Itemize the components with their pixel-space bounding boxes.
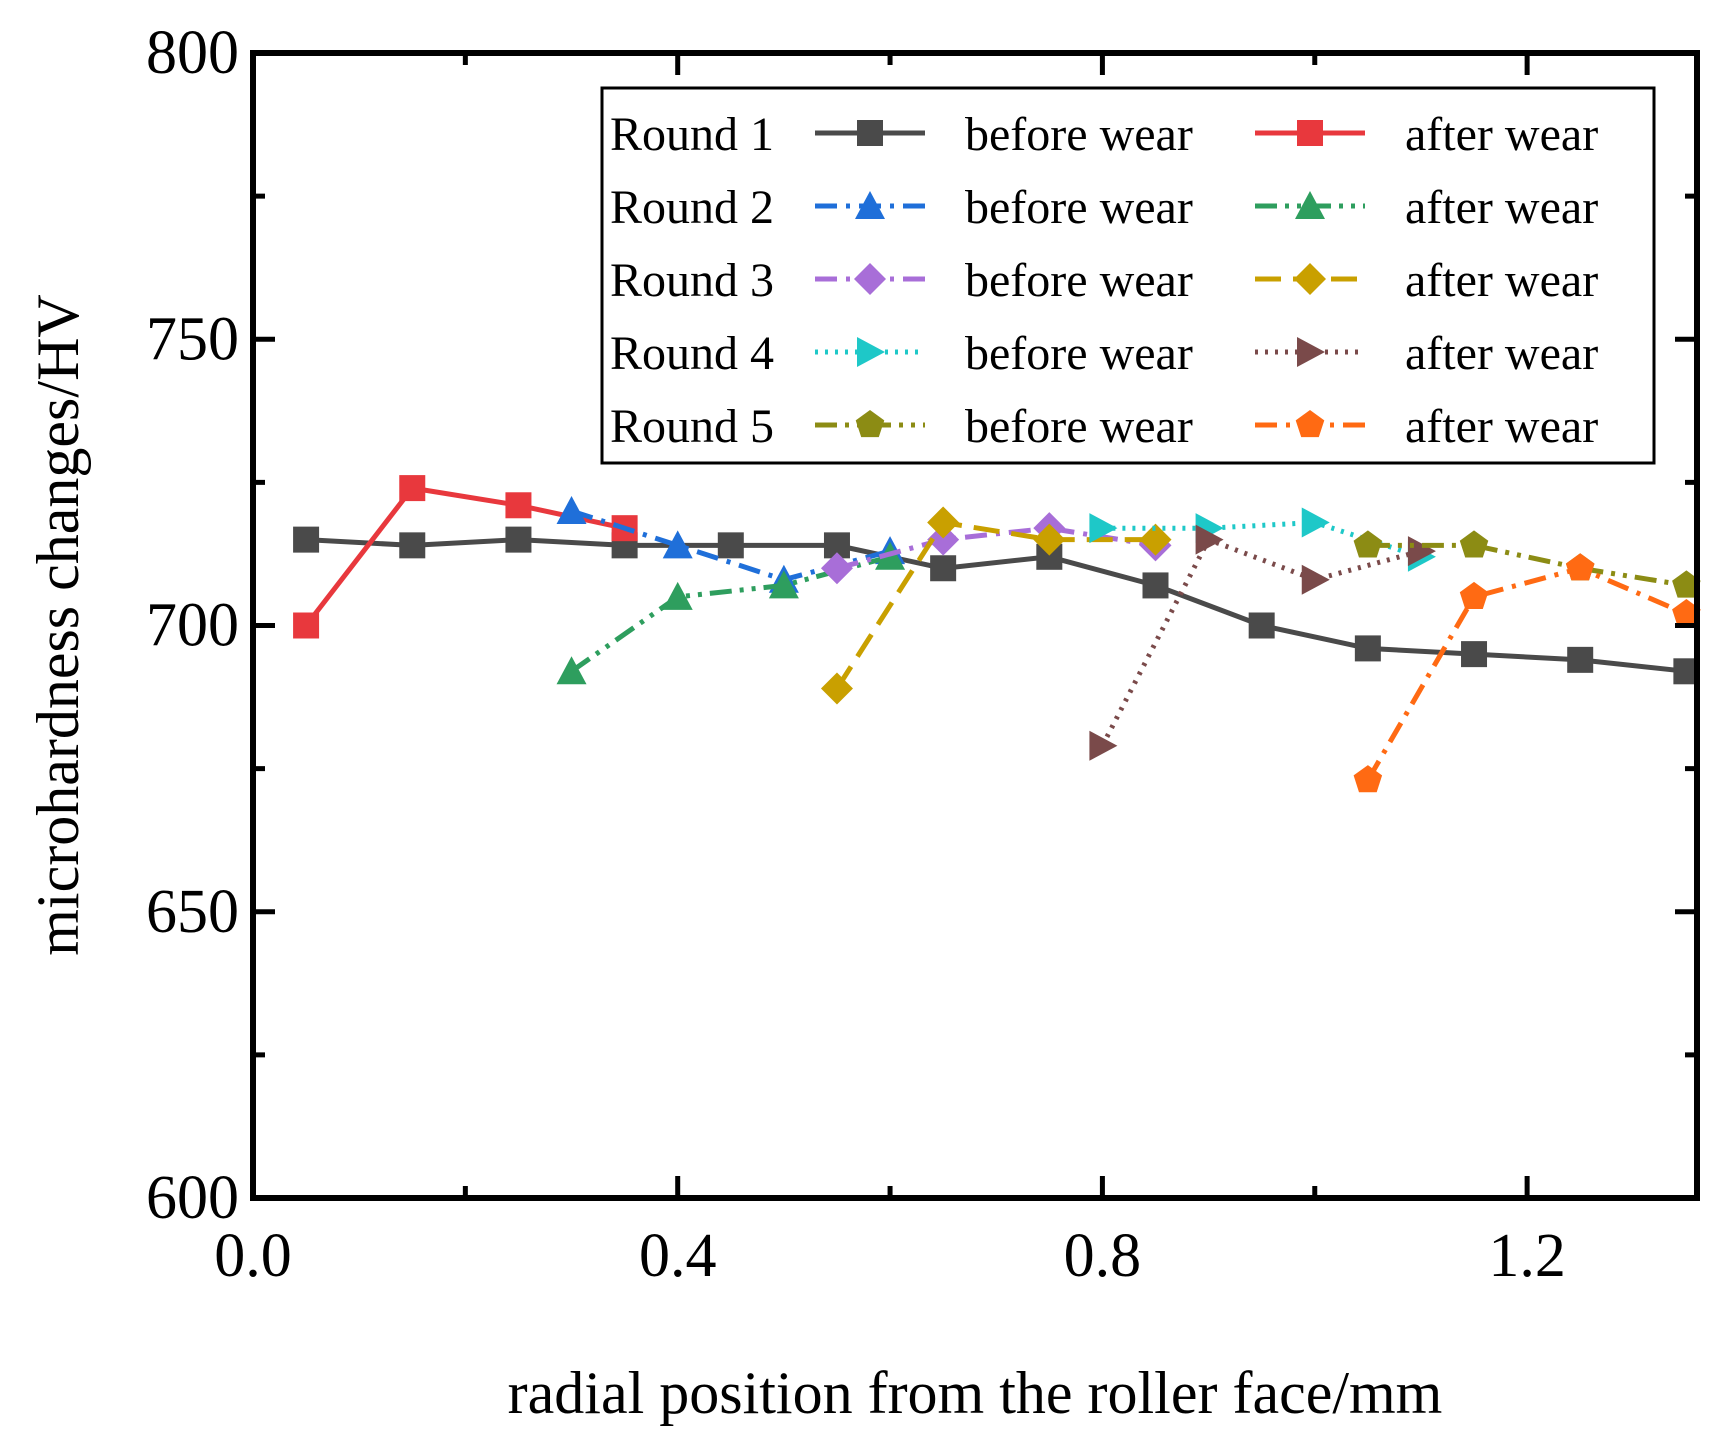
legend-marker-round-2-after-wear [1295,191,1325,219]
legend-marker-round-3-after-wear [1294,263,1326,295]
data-point-round-1-before-wear [1142,572,1169,599]
legend-label-round-3-before-wear: before wear [965,254,1193,307]
data-point-round-4-after-wear [1089,730,1118,761]
x-tick-label: 0.4 [639,1222,717,1290]
series-line-round-3-before-wear [836,525,1156,571]
ticks-layer: 0.0 0.4 0.8 1.2 600 650 700 750 800 [146,19,1697,1290]
y-axis-title: microhardness changes/HV [25,294,91,955]
series-round-5-after-wear [1353,553,1701,793]
legend: Round 1 before wear after wear Round 2 befor… [600,86,1656,465]
legend-marker-round-2-before-wear [855,191,885,219]
legend-label-round-2-after-wear: after wear [1405,181,1598,234]
data-point-round-1-before-wear [505,526,532,553]
legend-label-round-4-before-wear: before wear [965,327,1193,380]
series-round-4-after-wear [1089,524,1436,761]
data-point-round-5-before-wear [1353,530,1383,558]
series-round-1-before-wear [293,526,1700,685]
y-tick-label: 750 [146,305,239,373]
data-point-round-3-after-wear [820,672,853,705]
data-point-round-1-before-wear [293,526,320,553]
y-tick-label: 650 [146,878,239,946]
legend-label-round-1-after-wear: after wear [1405,108,1598,161]
data-point-round-5-after-wear [1565,553,1595,581]
x-tick-label: 0.0 [214,1222,292,1290]
y-tick-label: 700 [146,592,239,660]
data-point-round-3-after-wear [1033,523,1066,556]
data-point-round-2-before-wear [556,496,587,524]
data-point-round-2-after-wear [662,581,693,610]
legend-marker-round-1-after-wear [1297,120,1323,146]
series-layer [293,475,1701,793]
data-point-round-4-after-wear [1195,524,1224,555]
data-point-round-5-after-wear [1672,599,1701,627]
series-line-round-4-after-wear [1100,536,1422,747]
y-tick-label: 800 [146,19,239,87]
data-point-round-1-after-wear [293,612,320,639]
legend-marker-round-4-after-wear [1297,337,1325,367]
legend-marker-round-5-after-wear [1295,410,1325,438]
data-point-round-5-before-wear [1672,570,1701,598]
data-point-round-3-after-wear [1139,523,1172,556]
y-tick-label: 600 [146,1164,239,1232]
data-point-round-1-before-wear [1567,646,1594,673]
data-point-round-3-after-wear [927,506,960,539]
data-point-round-4-after-wear [1301,564,1330,595]
data-point-round-3-before-wear [820,552,853,585]
legend-marker-round-5-before-wear [855,410,885,438]
data-point-round-1-before-wear [717,532,744,559]
data-point-round-5-after-wear [1459,581,1489,609]
legend-label-round-5-before-wear: before wear [965,400,1193,453]
legend-box [600,86,1656,465]
data-point-round-5-before-wear [1459,530,1489,558]
legend-label-round-3-after-wear: after wear [1405,254,1598,307]
data-point-round-2-after-wear [768,570,799,599]
data-point-round-1-after-wear [399,475,426,502]
data-point-round-2-before-wear [662,530,693,559]
legend-round-label: Round 3 [610,254,774,307]
data-point-round-3-before-wear [927,523,960,556]
legend-marker-round-1-before-wear [857,120,883,146]
data-point-round-4-before-wear [1089,513,1118,544]
x-tick-label: 1.2 [1488,1222,1566,1290]
legend-label-round-2-before-wear: before wear [965,181,1193,234]
data-point-round-1-before-wear [1461,641,1488,668]
x-axis-title: radial position from the roller face/mm [508,1360,1443,1426]
legend-round-label: Round 2 [610,181,774,234]
legend-label-round-4-after-wear: after wear [1405,327,1598,380]
data-point-round-1-before-wear [399,532,426,559]
x-tick-label: 0.8 [1064,1222,1142,1290]
legend-round-label: Round 5 [610,400,774,453]
legend-marker-round-4-before-wear [857,337,885,367]
data-point-round-4-before-wear [1301,507,1330,538]
data-point-round-1-after-wear [505,492,532,519]
data-point-round-2-after-wear [556,656,587,685]
series-line-round-3-after-wear [834,519,1156,690]
series-round-3-after-wear [820,506,1172,705]
legend-round-label: Round 4 [610,327,774,380]
legend-round-label: Round 1 [610,108,774,161]
data-point-round-1-before-wear [1354,635,1381,662]
series-line-round-1-before-wear [305,537,1687,674]
data-point-round-1-before-wear [1248,612,1275,639]
data-point-round-5-after-wear [1353,765,1383,793]
legend-label-round-1-before-wear: before wear [965,108,1193,161]
legend-marker-round-3-before-wear [854,263,886,295]
series-line-round-5-after-wear [1365,565,1688,782]
legend-label-round-5-after-wear: after wear [1405,400,1598,453]
data-point-round-1-before-wear [930,555,957,582]
data-point-round-4-after-wear [1407,536,1436,567]
